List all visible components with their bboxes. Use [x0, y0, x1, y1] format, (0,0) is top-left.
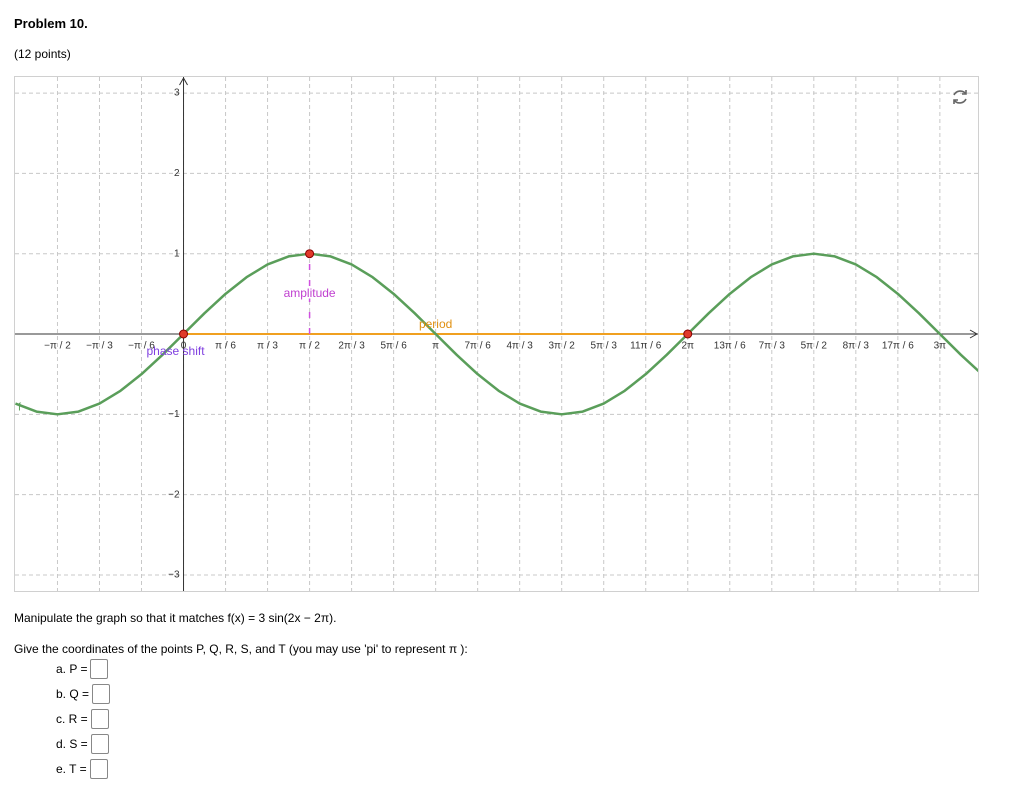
control-point[interactable] [305, 249, 315, 259]
amplitude-label: amplitude [284, 286, 336, 300]
control-point[interactable] [179, 329, 189, 339]
curve [15, 252, 978, 416]
x-tick-label: π [432, 341, 439, 352]
x-tick-label: π / 3 [257, 341, 278, 352]
y-tick-label: 1 [174, 248, 180, 259]
answer-row: d. S = [56, 734, 109, 754]
x-axis-arrow [969, 329, 978, 339]
x-tick-label: 2π / 3 [338, 341, 365, 352]
period-label: period [419, 317, 452, 331]
y-tick-label: −1 [168, 409, 180, 420]
phase-shift-label: phase shift [147, 344, 206, 358]
answer-label: e. T = [56, 762, 87, 776]
points: (12 points) [14, 47, 71, 61]
answer-label: c. R = [56, 712, 88, 726]
x-tick-label: 2π [682, 341, 695, 352]
reset-button[interactable] [953, 90, 967, 104]
x-tick-label: −π / 3 [86, 341, 113, 352]
graph[interactable]: −π / 2 −π / 3 −π / 6 0 π / 6 π / 3 π / 2 2π / 3… [14, 76, 979, 592]
x-tick-label: 7π / 6 [464, 341, 491, 352]
y-tick-label: 3 [174, 88, 180, 99]
instruction: Manipulate the graph so that it matches … [14, 611, 337, 625]
x-tick-label: 13π / 6 [714, 341, 746, 352]
control-point[interactable] [683, 329, 693, 339]
x-tick-label: −π / 2 [44, 341, 71, 352]
answer-label: d. S = [56, 737, 88, 751]
answer-input[interactable] [90, 709, 109, 729]
x-tick-label: π / 2 [299, 341, 320, 352]
x-tick-label: 11π / 6 [630, 341, 662, 352]
x-tick-label: 3π [934, 341, 947, 352]
x-tick-label: 5π / 3 [591, 341, 618, 352]
x-tick-label: 5π / 2 [801, 341, 828, 352]
x-tick-label: π / 6 [215, 341, 236, 352]
y-tick-label: 2 [174, 168, 180, 179]
answer-input[interactable] [89, 759, 108, 779]
problem-title: Problem 10. [14, 16, 88, 31]
prompt: Give the coordinates of the points P, Q,… [14, 642, 468, 656]
x-tick-label: 7π / 3 [759, 341, 786, 352]
answer-row: b. Q = [56, 684, 111, 704]
x-tick-label: 3π / 2 [549, 341, 576, 352]
x-tick-label: 0 [181, 341, 187, 352]
answer-label: b. Q = [56, 687, 90, 701]
x-tick-label: 4π / 3 [506, 341, 533, 352]
x-tick-label: −π / 6 [128, 341, 155, 352]
answer-row: e. T = [56, 759, 108, 779]
x-tick-label: 8π / 3 [843, 341, 870, 352]
y-tick-label: −3 [168, 570, 180, 581]
y-tick-label: −2 [168, 489, 180, 500]
answer-row: c. R = [56, 709, 109, 729]
y-axis-arrow [179, 77, 188, 86]
series-label: f [18, 401, 22, 413]
x-tick-label: 5π / 6 [380, 341, 407, 352]
answer-row: a. P = [56, 659, 109, 679]
answer-input[interactable] [90, 659, 109, 679]
answer-input[interactable] [92, 684, 111, 704]
x-tick-label: 17π / 6 [882, 341, 914, 352]
answer-input[interactable] [90, 734, 109, 754]
answer-label: a. P = [56, 662, 88, 676]
